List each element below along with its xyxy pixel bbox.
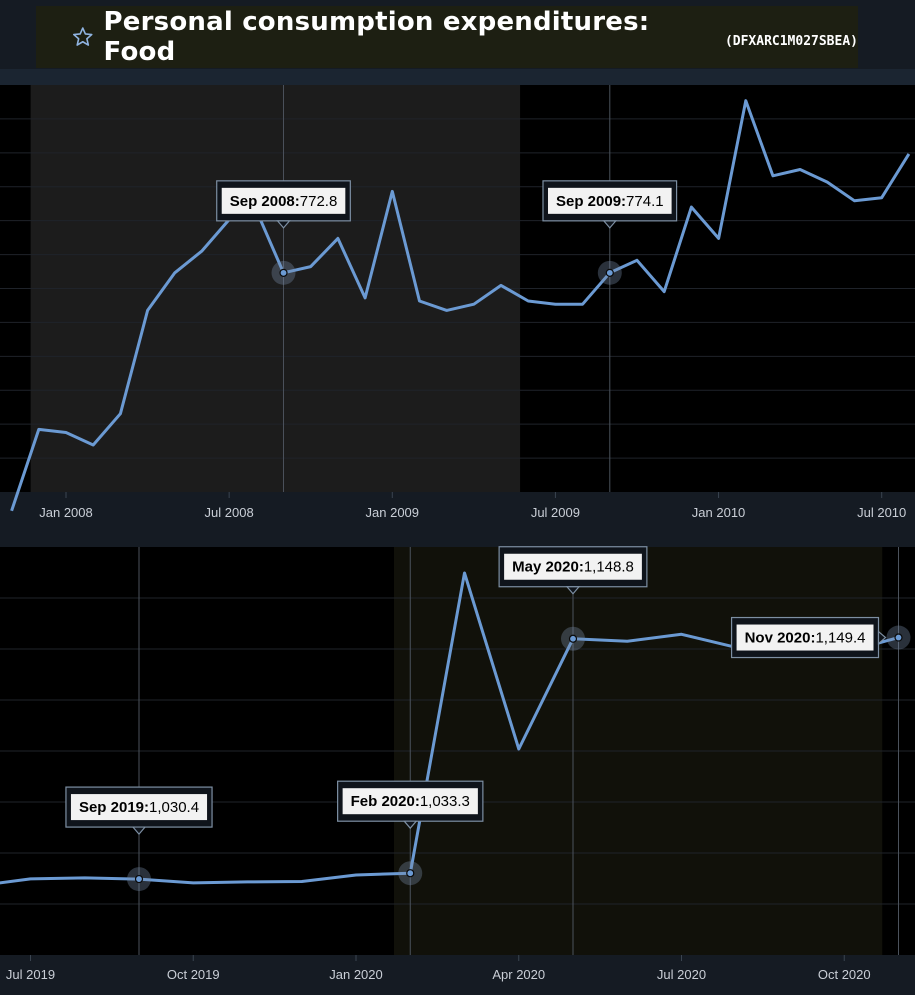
x-tick-label: Jan 2020 [329, 967, 383, 982]
x-tick-label: Jan 2008 [39, 505, 93, 520]
tooltip-date: Sep 2008: [230, 193, 300, 210]
x-tick-label: Jul 2009 [531, 505, 580, 520]
tooltip-label-bg [221, 187, 346, 214]
tooltip-date: May 2020: [512, 559, 584, 576]
tooltip-value: 1,149.4 [815, 630, 865, 647]
tooltip-pointer [402, 820, 418, 830]
series-id: (DFXARC1M027SBEA) [724, 33, 858, 49]
x-tick-label: Jan 2009 [366, 505, 420, 520]
tooltip-value: 1,030.4 [149, 799, 199, 816]
tooltip: Sep 2009: 774.1 [542, 180, 678, 229]
highlight-point[interactable] [568, 634, 578, 643]
tooltip-date: Nov 2020: [745, 630, 816, 647]
tooltip: Sep 2019: 1,030.4 [65, 786, 213, 836]
tooltip-date: Sep 2019: [79, 799, 149, 816]
highlight-point[interactable] [406, 869, 415, 878]
highlight-point[interactable] [134, 874, 144, 884]
x-tick-label: Jul 2019 [6, 967, 55, 982]
x-tick-label: Jan 2010 [692, 505, 746, 520]
tooltip-pointer [131, 826, 147, 836]
x-tick-label: Oct 2019 [167, 967, 220, 982]
highlight-point[interactable] [605, 268, 614, 277]
tooltip-value: 772.8 [300, 193, 338, 210]
x-tick-label: Apr 2020 [492, 967, 545, 982]
tooltip: Nov 2020: 1,149.4 [730, 616, 887, 659]
tooltip: May 2020: 1,148.8 [498, 546, 648, 595]
series-line [10, 99, 911, 512]
x-tick-label: Jul 2010 [857, 505, 906, 520]
x-tick-label: Jul 2008 [205, 505, 254, 520]
chart-title-bar: Personal consumption expenditures: Food … [36, 6, 858, 68]
tooltip: Sep 2008: 772.8 [216, 180, 351, 229]
chart-panel-2020[interactable]: Jul 2019 Oct 2019 Jan 2020 Apr 2020 Jul 2020… [0, 545, 915, 995]
tooltip-pointer [276, 220, 291, 229]
tooltip-pointer [602, 220, 618, 229]
tooltip-label-bg [342, 788, 478, 815]
tooltip-date: Sep 2009: [556, 193, 626, 210]
highlight-point[interactable] [279, 268, 288, 277]
tooltip-label-bg [70, 794, 208, 821]
tooltip: Feb 2020: 1,033.3 [337, 780, 484, 830]
tooltip-label-bg [736, 624, 874, 651]
tooltip-value: 1,033.3 [420, 793, 470, 810]
tooltip-date: Feb 2020: [351, 793, 420, 810]
chart-panel-2008[interactable]: Jan 2008 Jul 2008 Jan 2009 Jul 2009 Jan 2010… [0, 85, 915, 540]
star-outline-icon[interactable] [72, 26, 94, 48]
x-tick-label: Oct 2020 [818, 967, 871, 982]
x-tick-label: Jul 2020 [657, 967, 706, 982]
highlight-point[interactable] [894, 633, 903, 642]
tooltip-value: 774.1 [626, 193, 664, 210]
tooltip-pointer [565, 586, 581, 595]
tooltip-pointer [877, 630, 887, 645]
toolbar-strip [0, 69, 915, 85]
tooltip-label-bg [504, 553, 642, 580]
tooltip-value: 1,148.8 [584, 559, 634, 576]
chart-title: Personal consumption expenditures: Food [103, 7, 650, 67]
tooltip-label-bg [548, 187, 672, 214]
